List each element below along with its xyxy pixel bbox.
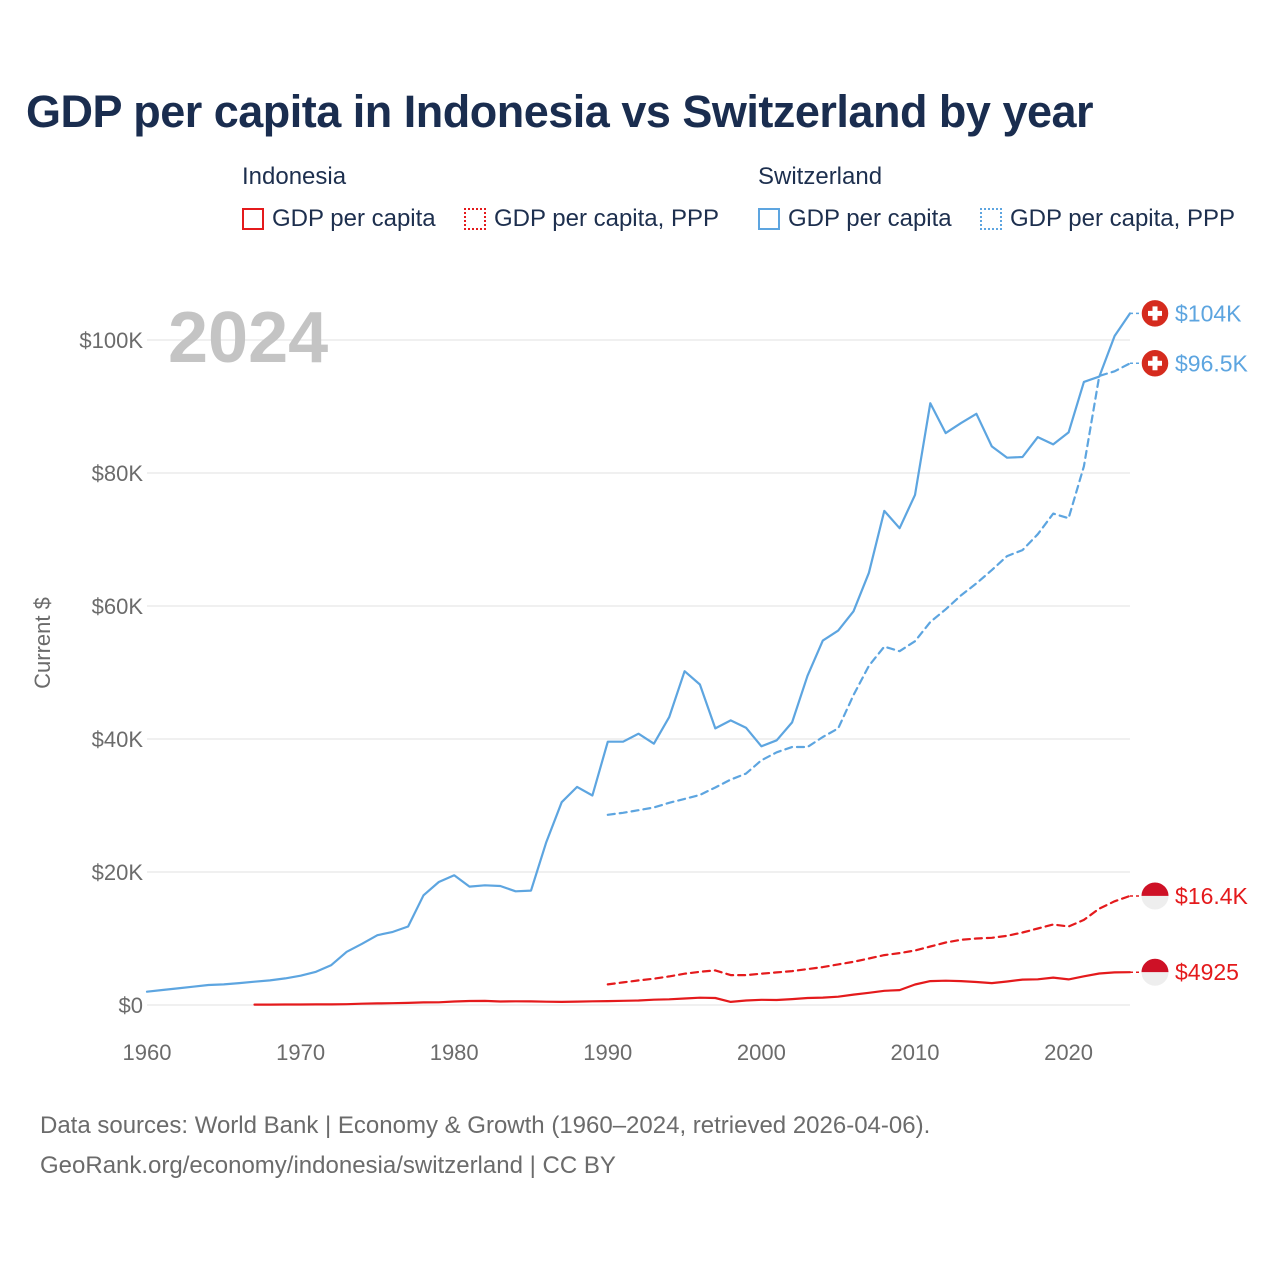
end-value-label: $4925: [1175, 959, 1239, 985]
chart-title: GDP per capita in Indonesia vs Switzerla…: [26, 86, 1094, 137]
legend-item-switzerland-gdp[interactable]: GDP per capita: [758, 203, 952, 235]
footer: Data sources: World Bank | Economy & Gro…: [40, 1106, 930, 1186]
axis-labels: $0 $20K $40K $60K $80K $100K 1960 1970 1980 1990 2…: [79, 328, 1093, 1065]
legend-swatch-dotted-blue: [980, 208, 1002, 230]
legend-swatch-dotted-red: [464, 208, 486, 230]
footer-link[interactable]: GeoRank.org/economy/indonesia/switzerlan…: [40, 1152, 616, 1179]
legend-label: GDP per capita, PPP: [1010, 205, 1235, 232]
y-tick-label: $60K: [92, 594, 144, 619]
y-tick-label: $100K: [79, 328, 143, 353]
y-tick-label: $0: [119, 993, 143, 1018]
legend-swatch-solid-blue: [758, 208, 780, 230]
x-tick-label: 1980: [430, 1040, 479, 1065]
legend-item-switzerland-ppp[interactable]: GDP per capita, PPP: [980, 203, 1235, 235]
y-tick-label: $40K: [92, 727, 144, 752]
indonesia-flag-icon: [1140, 881, 1170, 911]
series-line-switzerland-gdp-per-capita-ppp: [606, 362, 1132, 816]
x-tick-label: 2000: [737, 1040, 786, 1065]
end-value-label: $16.4K: [1175, 883, 1249, 909]
end-value-label: $104K: [1175, 300, 1242, 326]
series-line-indonesia-gdp-per-capita: [253, 971, 1132, 1006]
x-tick-label: 1970: [276, 1040, 325, 1065]
series-lines: [145, 312, 1132, 1006]
switzerland-flag-icon: [1140, 348, 1170, 379]
end-value-label: $96.5K: [1175, 350, 1249, 376]
y-tick-label: $80K: [92, 461, 144, 486]
grid-lines: [147, 339, 1130, 1006]
series-line-switzerland-gdp-per-capita: [145, 312, 1132, 993]
series-line-indonesia-gdp-per-capita-ppp: [606, 894, 1132, 986]
footer-sources: Data sources: World Bank | Economy & Gro…: [40, 1112, 931, 1139]
end-markers: $104K $96.5K $16.4K $4925: [1130, 298, 1249, 987]
y-axis-title: Current $: [30, 597, 55, 689]
legend-label: GDP per capita: [272, 205, 436, 232]
x-tick-label: 1960: [123, 1040, 172, 1065]
legend-label: GDP per capita: [788, 205, 952, 232]
x-tick-label: 2020: [1044, 1040, 1093, 1065]
year-watermark: 2024: [168, 298, 328, 378]
indonesia-flag-icon: [1140, 957, 1170, 987]
legend-item-indonesia-gdp[interactable]: GDP per capita: [242, 203, 436, 235]
y-tick-label: $20K: [92, 860, 144, 885]
x-tick-label: 2010: [890, 1040, 939, 1065]
legend-item-indonesia-ppp[interactable]: GDP per capita, PPP: [464, 203, 719, 235]
legend-group-switzerland: Switzerland: [758, 163, 883, 190]
legend-swatch-solid-red: [242, 208, 264, 230]
x-tick-label: 1990: [583, 1040, 632, 1065]
switzerland-flag-icon: [1140, 298, 1170, 329]
legend-label: GDP per capita, PPP: [494, 205, 719, 232]
line-chart: $0 $20K $40K $60K $80K $100K 1960 1970 1980 1990 2…: [30, 298, 1249, 1065]
legend-group-indonesia: Indonesia: [242, 163, 347, 190]
